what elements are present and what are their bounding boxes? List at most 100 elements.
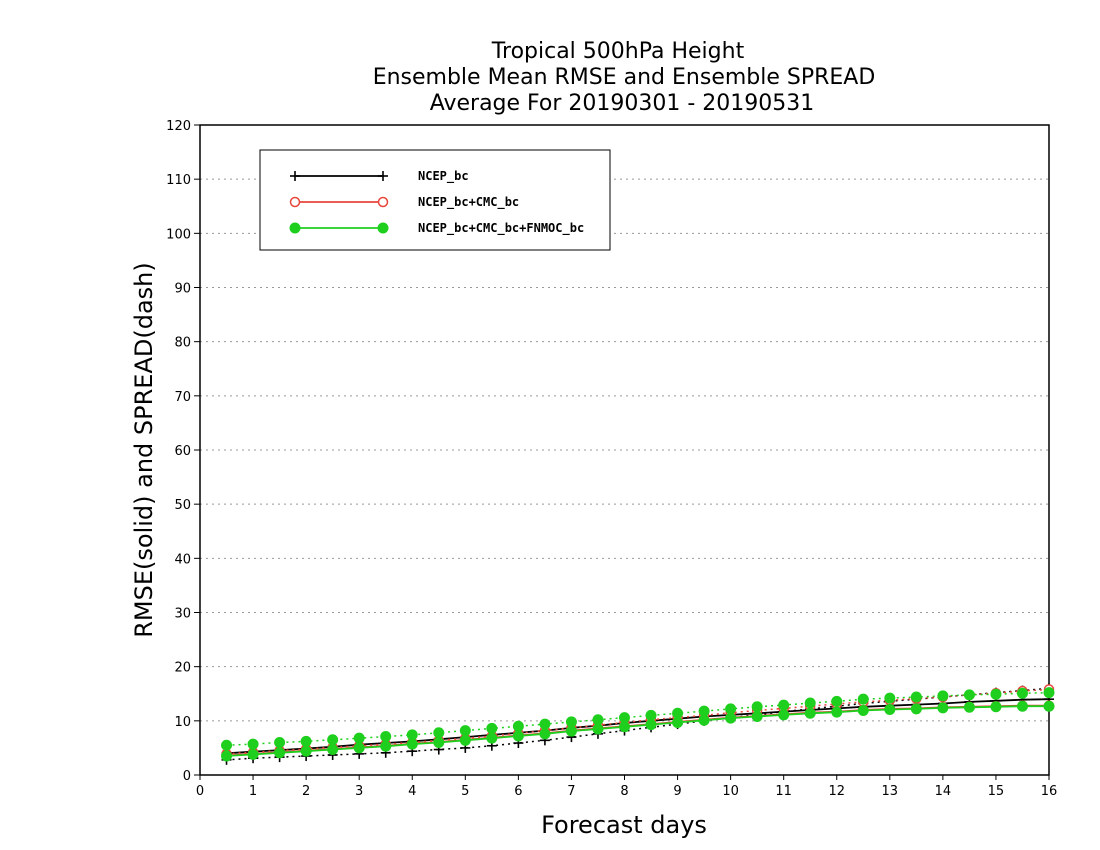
point-ncep-bc-cmc-bc-fnmoc-bc-spread-27 (937, 690, 949, 702)
legend: NCEP_bc NCEP_bc+CMC_bc NCEP_bc+CMC_bc+FNMO… (259, 149, 611, 251)
legend-label-ncep-bc-cmc-bc-fnmoc-bc: NCEP_bc+CMC_bc+FNMOC_bc (418, 221, 584, 236)
y-axis-ticks: 0 10 20 30 40 50 60 70 80 90 100 110 120 (166, 119, 200, 784)
x-tick-label-14: 14 (935, 784, 952, 799)
point-ncep-bc-cmc-bc-fnmoc-bc-rmse-5 (353, 742, 365, 754)
y-tick-label-110: 110 (166, 173, 191, 188)
x-tick-label-6: 6 (514, 784, 522, 799)
point-ncep-bc-cmc-bc-fnmoc-bc-rmse-20 (751, 711, 763, 722)
y-tick-label-100: 100 (166, 227, 191, 242)
point-ncep-bc-cmc-bc-fnmoc-bc-rmse-1 (247, 748, 259, 760)
y-tick-label-80: 80 (174, 336, 191, 351)
title-line-1: Tropical 500hPa Height (491, 39, 745, 64)
series-ncep-bc-cmc-bc-rmse-markers (221, 700, 1055, 761)
series-ncep-bc-cmc-bc-fnmoc-bc-spread-line (226, 691, 1050, 746)
x-tick-label-11: 11 (775, 784, 792, 799)
legend-entry-ncep-bc: NCEP_bc (290, 169, 469, 184)
point-ncep-bc-cmc-bc-fnmoc-bc-rmse-6 (380, 740, 392, 752)
point-ncep-bc-cmc-bc-fnmoc-bc-spread-18 (698, 705, 710, 717)
series-ncep-bc-spread-markers (221, 683, 1054, 765)
x-tick-label-4: 4 (408, 784, 416, 799)
point-ncep-bc-cmc-bc-fnmoc-bc-rmse-15 (619, 721, 630, 733)
point-ncep-bc-cmc-bc-fnmoc-bc-rmse-31 (1043, 700, 1055, 712)
point-ncep-bc-cmc-bc-fnmoc-bc-spread-25 (884, 692, 896, 704)
point-ncep-bc-cmc-bc-fnmoc-bc-rmse-17 (672, 716, 684, 728)
point-ncep-bc-cmc-bc-fnmoc-bc-rmse-3 (300, 745, 312, 757)
point-ncep-bc-cmc-bc-fnmoc-bc-rmse-2 (274, 747, 286, 759)
legend-entry-ncep-bc-cmc-bc: NCEP_bc+CMC_bc (289, 195, 519, 210)
point-ncep-bc-cmc-bc-fnmoc-bc-spread-6 (380, 731, 392, 743)
x-tick-label-0: 0 (196, 784, 204, 799)
point-ncep-bc-cmc-bc-fnmoc-bc-spread-21 (778, 699, 790, 711)
point-ncep-bc-cmc-bc-fnmoc-bc-rmse-23 (831, 706, 843, 718)
point-ncep-bc-cmc-bc-fnmoc-bc-rmse-4 (327, 744, 339, 756)
point-ncep-bc-cmc-bc-fnmoc-bc-rmse-19 (725, 712, 737, 724)
point-ncep-bc-cmc-bc-fnmoc-bc-rmse-18 (698, 714, 710, 726)
x-tick-label-1: 1 (249, 784, 257, 799)
series-ncep-bc-cmc-bc-fnmoc-bc-rmse-line (226, 705, 1049, 757)
point-ncep-bc-cmc-bc-fnmoc-bc-rmse-27 (937, 702, 949, 714)
x-tick-label-7: 7 (567, 784, 575, 799)
point-ncep-bc-cmc-bc-fnmoc-bc-spread-29 (990, 688, 1002, 700)
point-ncep-bc-cmc-bc-fnmoc-bc-spread-10 (486, 722, 498, 734)
point-ncep-bc-cmc-bc-fnmoc-bc-spread-24 (857, 693, 869, 705)
y-tick-label-50: 50 (174, 498, 191, 513)
point-ncep-bc-cmc-bc-fnmoc-bc-spread-26 (910, 691, 922, 703)
point-ncep-bc-cmc-bc-fnmoc-bc-rmse-7 (406, 738, 418, 750)
point-ncep-bc-cmc-bc-fnmoc-bc-rmse-28 (963, 701, 975, 713)
series-ncep-bc-cmc-bc-fnmoc-bc-spread-markers (221, 687, 1055, 751)
point-ncep-bc-cmc-bc-fnmoc-bc-spread-23 (831, 695, 843, 707)
point-ncep-bc-cmc-bc-fnmoc-bc-spread-1 (247, 738, 259, 750)
legend-entry-ncep-bc-cmc-bc-fnmoc-bc: NCEP_bc+CMC_bc+FNMOC_bc (289, 221, 584, 236)
y-tick-label-120: 120 (166, 119, 191, 134)
point-ncep-bc-cmc-bc-fnmoc-bc-spread-28 (963, 689, 975, 701)
legend-marker-start-ncep-bc-cmc-bc-fnmoc-bc (289, 222, 301, 234)
point-ncep-bc-cmc-bc-fnmoc-bc-spread-14 (592, 714, 604, 726)
y-tick-label-60: 60 (174, 444, 191, 459)
x-tick-label-13: 13 (882, 784, 899, 799)
point-ncep-bc-cmc-bc-fnmoc-bc-spread-30 (1016, 687, 1028, 699)
x-tick-label-12: 12 (828, 784, 845, 799)
x-axis-label: Forecast days (541, 811, 707, 839)
legend-box (259, 149, 611, 251)
point-ncep-bc-cmc-bc-fnmoc-bc-spread-8 (433, 727, 445, 739)
point-ncep-bc-cmc-bc-fnmoc-bc-rmse-11 (512, 730, 524, 742)
point-ncep-bc-cmc-bc-fnmoc-bc-spread-16 (645, 709, 657, 721)
legend-marker-end-ncep-bc-cmc-bc-fnmoc-bc (377, 222, 389, 234)
x-tick-label-15: 15 (988, 784, 1005, 799)
title-line-2: Ensemble Mean RMSE and Ensemble SPREAD (373, 65, 876, 90)
x-tick-label-10: 10 (722, 784, 739, 799)
legend-label-ncep-bc: NCEP_bc (418, 169, 469, 184)
point-ncep-bc-cmc-bc-fnmoc-bc-rmse-25 (884, 703, 896, 715)
point-ncep-bc-cmc-bc-fnmoc-bc-spread-3 (300, 735, 312, 747)
point-ncep-bc-cmc-bc-fnmoc-bc-spread-7 (406, 729, 418, 741)
y-tick-label-10: 10 (174, 715, 191, 730)
plot-frame (199, 124, 1050, 776)
point-ncep-bc-cmc-bc-fnmoc-bc-spread-22 (804, 697, 816, 709)
legend-marker-end-ncep-bc (378, 171, 388, 181)
point-ncep-bc-cmc-bc-fnmoc-bc-rmse-13 (565, 725, 577, 737)
y-tick-label-30: 30 (174, 607, 191, 622)
point-ncep-bc-cmc-bc-fnmoc-bc-rmse-0 (221, 750, 233, 762)
point-ncep-bc-cmc-bc-fnmoc-bc-spread-12 (539, 718, 551, 730)
y-tick-label-0: 0 (183, 769, 191, 784)
x-tick-label-8: 8 (620, 784, 628, 799)
legend-marker-start-ncep-bc (290, 171, 300, 181)
x-tick-label-9: 9 (673, 784, 681, 799)
legend-marker-end-ncep-bc-cmc-bc (377, 196, 389, 208)
point-ncep-bc-cmc-bc-fnmoc-bc-spread-0 (221, 739, 233, 751)
chart-title: Tropical 500hPa Height Ensemble Mean RMS… (373, 39, 876, 116)
point-ncep-bc-cmc-bc-fnmoc-bc-spread-19 (725, 703, 737, 715)
legend-marker-start-ncep-bc-cmc-bc (289, 196, 301, 208)
point-ncep-bc-cmc-bc-fnmoc-bc-rmse-9 (459, 734, 471, 746)
point-ncep-bc-cmc-bc-fnmoc-bc-rmse-21 (778, 709, 790, 721)
point-ncep-bc-cmc-bc-fnmoc-bc-rmse-29 (990, 701, 1002, 713)
point-ncep-bc-cmc-bc-fnmoc-bc-rmse-8 (433, 737, 445, 748)
x-tick-label-5: 5 (461, 784, 469, 799)
point-ncep-bc-cmc-bc-fnmoc-bc-spread-5 (353, 732, 365, 744)
x-axis-ticks: 0 1 2 3 4 5 6 7 8 9 10 11 12 13 14 15 16 (196, 775, 1057, 799)
y-tick-label-90: 90 (174, 282, 191, 297)
point-ncep-bc-cmc-bc-fnmoc-bc-spread-17 (672, 707, 684, 719)
point-ncep-bc-cmc-bc-fnmoc-bc-rmse-10 (486, 732, 498, 744)
point-ncep-bc-cmc-bc-fnmoc-bc-rmse-12 (539, 728, 551, 740)
